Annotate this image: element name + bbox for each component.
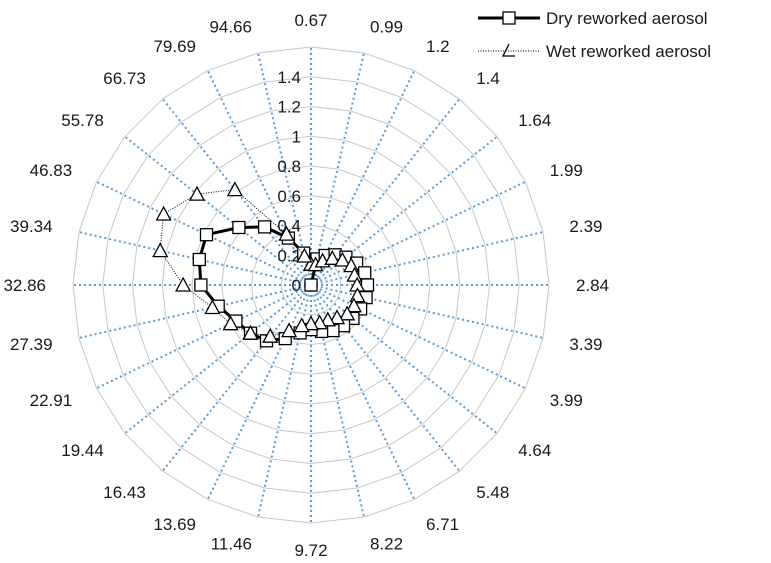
data-point-wet <box>222 315 239 331</box>
series-wet <box>152 181 366 343</box>
legend-marker-dry <box>502 11 516 25</box>
radial-tick-label: 0.6 <box>277 187 301 206</box>
category-label: 16.43 <box>103 483 146 502</box>
legend-item-dry: Dry reworked aerosol <box>478 9 708 28</box>
grid-ring <box>250 224 372 346</box>
category-label: 3.39 <box>569 335 602 354</box>
category-label: 46.83 <box>30 161 73 180</box>
radial-gridlines <box>72 46 550 524</box>
data-point-dry <box>194 278 208 292</box>
category-label: 27.39 <box>10 335 53 354</box>
category-label: 39.34 <box>10 217 53 236</box>
legend-label-wet: Wet reworked aerosol <box>546 42 711 61</box>
category-label: 1.99 <box>550 161 583 180</box>
category-label: 1.2 <box>426 37 450 56</box>
category-label: 55.78 <box>61 111 104 130</box>
data-point-dry <box>358 266 372 280</box>
category-label: 4.64 <box>518 441 551 460</box>
category-label: 32.86 <box>3 276 46 295</box>
grid-ring <box>280 254 342 316</box>
category-label: 3.99 <box>550 391 583 410</box>
category-label: 19.44 <box>61 441 104 460</box>
grid-ring <box>72 46 550 524</box>
data-point-wet <box>319 311 336 327</box>
category-label: 8.22 <box>370 534 403 553</box>
data-point-wet <box>296 247 313 263</box>
category-label: 79.69 <box>153 37 196 56</box>
category-label: 5.48 <box>476 483 509 502</box>
data-point-wet <box>281 322 298 338</box>
legend-item-wet: Wet reworked aerosol <box>478 42 711 61</box>
radial-tick-label: 0.2 <box>277 246 301 265</box>
category-label: 1.4 <box>476 69 500 88</box>
legend-label-dry: Dry reworked aerosol <box>546 9 708 28</box>
radial-tick-label: 1.4 <box>277 68 301 87</box>
category-label: 0.67 <box>294 11 327 30</box>
data-point-wet <box>152 242 169 258</box>
data-point-wet <box>175 276 192 292</box>
category-label: 22.91 <box>30 391 73 410</box>
category-label: 13.69 <box>153 515 196 534</box>
data-point-dry <box>257 220 272 234</box>
category-label: 9.72 <box>294 541 327 560</box>
data-point-wet <box>278 225 295 241</box>
grid-ring <box>191 165 431 405</box>
data-point-wet <box>334 251 351 267</box>
data-point-dry <box>304 278 318 292</box>
grid-ring <box>131 105 491 465</box>
data-point-wet <box>293 317 310 333</box>
data-point-wet <box>262 327 279 343</box>
radial-tick-label: 1 <box>292 127 301 146</box>
data-point-wet <box>188 185 206 201</box>
radial-tick-label: 0 <box>292 276 301 295</box>
data-point-wet <box>345 297 362 313</box>
data-point-dry <box>199 228 214 242</box>
legend: Dry reworked aerosol Wet reworked aeroso… <box>478 9 711 61</box>
category-label: 1.64 <box>518 111 551 130</box>
data-point-wet <box>346 266 363 282</box>
legend-marker-wet <box>501 43 515 57</box>
data-point-wet <box>339 305 356 321</box>
grid-ring <box>161 135 461 435</box>
grid-ring <box>102 76 520 494</box>
category-label: 94.66 <box>209 18 252 37</box>
data-point-wet <box>328 309 346 325</box>
category-label: 11.46 <box>211 534 252 553</box>
data-point-wet <box>242 324 259 340</box>
category-label: 2.84 <box>576 276 609 295</box>
grid-ring <box>221 195 401 375</box>
category-label: 6.71 <box>426 515 459 534</box>
data-point-dry <box>192 252 206 267</box>
data-point-wet <box>302 315 320 331</box>
radial-tick-label: 1.2 <box>277 98 301 117</box>
data-point-wet <box>155 205 172 221</box>
data-point-wet <box>226 181 243 197</box>
category-labels: 0.67 0.99 1.2 1.4 1.64 1.99 2.39 2.84 3.39 3.99 4.… <box>3 11 609 560</box>
category-label: 0.99 <box>370 18 403 37</box>
category-label: 2.39 <box>569 217 602 236</box>
category-label: 66.73 <box>103 69 146 88</box>
series-layer <box>152 181 375 348</box>
data-point-dry <box>232 220 246 235</box>
data-point-wet <box>204 299 221 315</box>
data-point-wet <box>324 249 341 265</box>
radial-tick-label: 0.8 <box>277 157 301 176</box>
